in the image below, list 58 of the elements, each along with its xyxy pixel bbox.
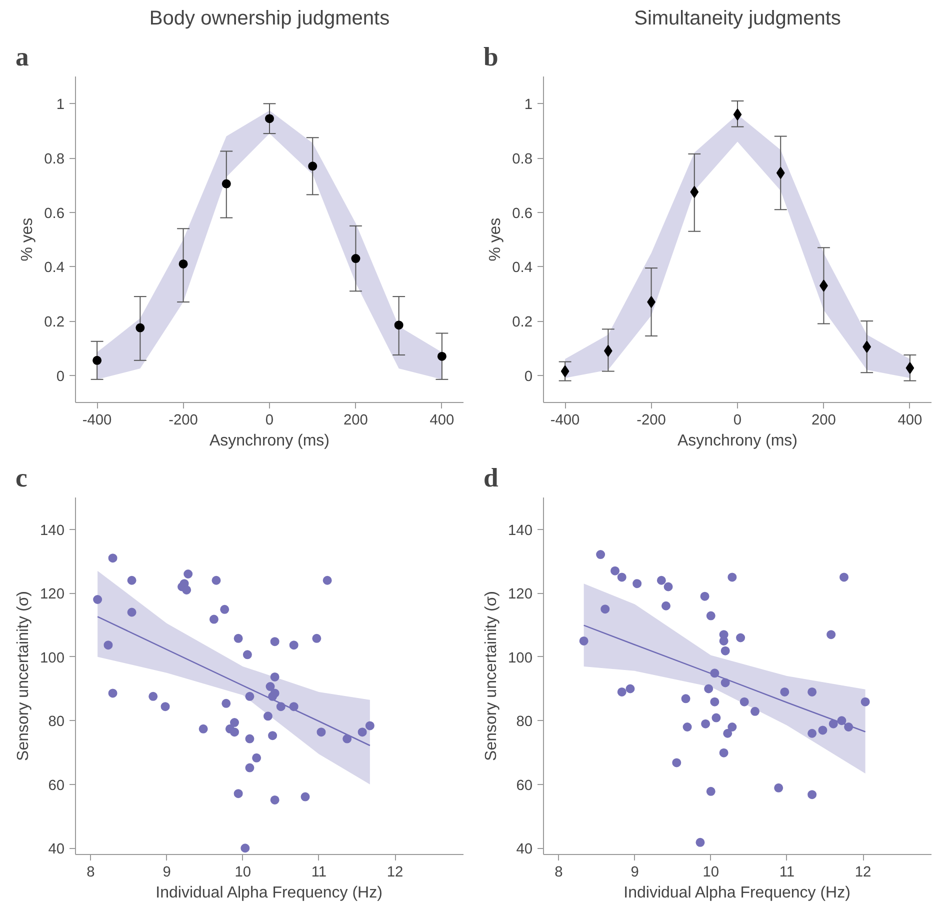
x-axis-title: Asynchrony (ms) <box>209 432 330 450</box>
x-tick-label: 400 <box>430 412 454 428</box>
x-tick-label: 9 <box>162 864 171 880</box>
y-tick-label: 0 <box>56 368 65 385</box>
x-tick-label: 11 <box>311 864 327 880</box>
y-tick-label: 60 <box>48 778 65 794</box>
x-tick-label: 8 <box>86 864 95 880</box>
x-tick-label: 200 <box>811 412 836 428</box>
y-axis-title: % yes <box>487 218 504 262</box>
y-tick-label: 80 <box>48 714 65 730</box>
x-tick-label: 9 <box>630 864 639 880</box>
x-axis-title: Individual Alpha Frequency (Hz) <box>156 884 382 902</box>
text: a <box>16 42 29 72</box>
y-tick-label: 0.8 <box>512 152 532 168</box>
chart-title: Simultaneity judgments <box>634 8 841 30</box>
x-tick-label: 10 <box>702 864 720 880</box>
y-tick-label: 0.2 <box>512 314 532 330</box>
y-tick-label: 1 <box>524 97 533 114</box>
x-tick-label: -200 <box>636 412 666 428</box>
y-tick-label: 0 <box>524 368 533 385</box>
y-tick-label: 40 <box>48 842 65 858</box>
text: d <box>484 462 498 492</box>
x-tick-label: 12 <box>386 864 404 880</box>
chart-title: Body ownership judgments <box>149 8 390 30</box>
y-tick-label: 0.6 <box>512 206 532 222</box>
x-tick-label: 200 <box>343 412 368 428</box>
y-tick-label: 100 <box>508 650 533 666</box>
y-tick-label: 0.6 <box>44 206 64 222</box>
y-tick-label: 1 <box>56 97 65 114</box>
x-tick-label: 0 <box>733 412 742 428</box>
x-tick-label: -400 <box>82 412 112 428</box>
y-tick-label: 80 <box>516 714 533 730</box>
y-tick-label: 0.4 <box>44 260 64 276</box>
x-tick-label: -200 <box>168 412 198 428</box>
text: b <box>484 42 498 72</box>
y-axis-title: Sensory uncertainity (σ) <box>15 591 32 761</box>
y-axis-title: % yes <box>19 218 36 262</box>
y-axis-title: Sensory uncertainity (σ) <box>483 591 500 761</box>
x-tick-label: 8 <box>554 864 563 880</box>
x-tick-label: -400 <box>550 412 580 428</box>
y-tick-label: 120 <box>40 586 65 603</box>
y-tick-label: 140 <box>508 522 533 539</box>
x-tick-label: 11 <box>779 864 795 880</box>
y-tick-label: 0.4 <box>512 260 532 276</box>
text: c <box>16 462 28 492</box>
y-tick-label: 60 <box>516 778 533 794</box>
y-tick-label: 40 <box>516 842 533 858</box>
x-tick-label: 0 <box>265 412 274 428</box>
x-tick-label: 10 <box>234 864 252 880</box>
y-tick-label: 100 <box>40 650 65 666</box>
x-tick-label: 12 <box>854 864 872 880</box>
x-axis-title: Asynchrony (ms) <box>677 432 798 450</box>
y-tick-label: 120 <box>508 586 533 603</box>
x-axis-title: Individual Alpha Frequency (Hz) <box>624 884 850 902</box>
y-tick-label: 0.2 <box>44 314 64 330</box>
y-tick-label: 0.8 <box>44 152 64 168</box>
y-tick-label: 140 <box>40 522 65 539</box>
x-tick-label: 400 <box>898 412 922 428</box>
